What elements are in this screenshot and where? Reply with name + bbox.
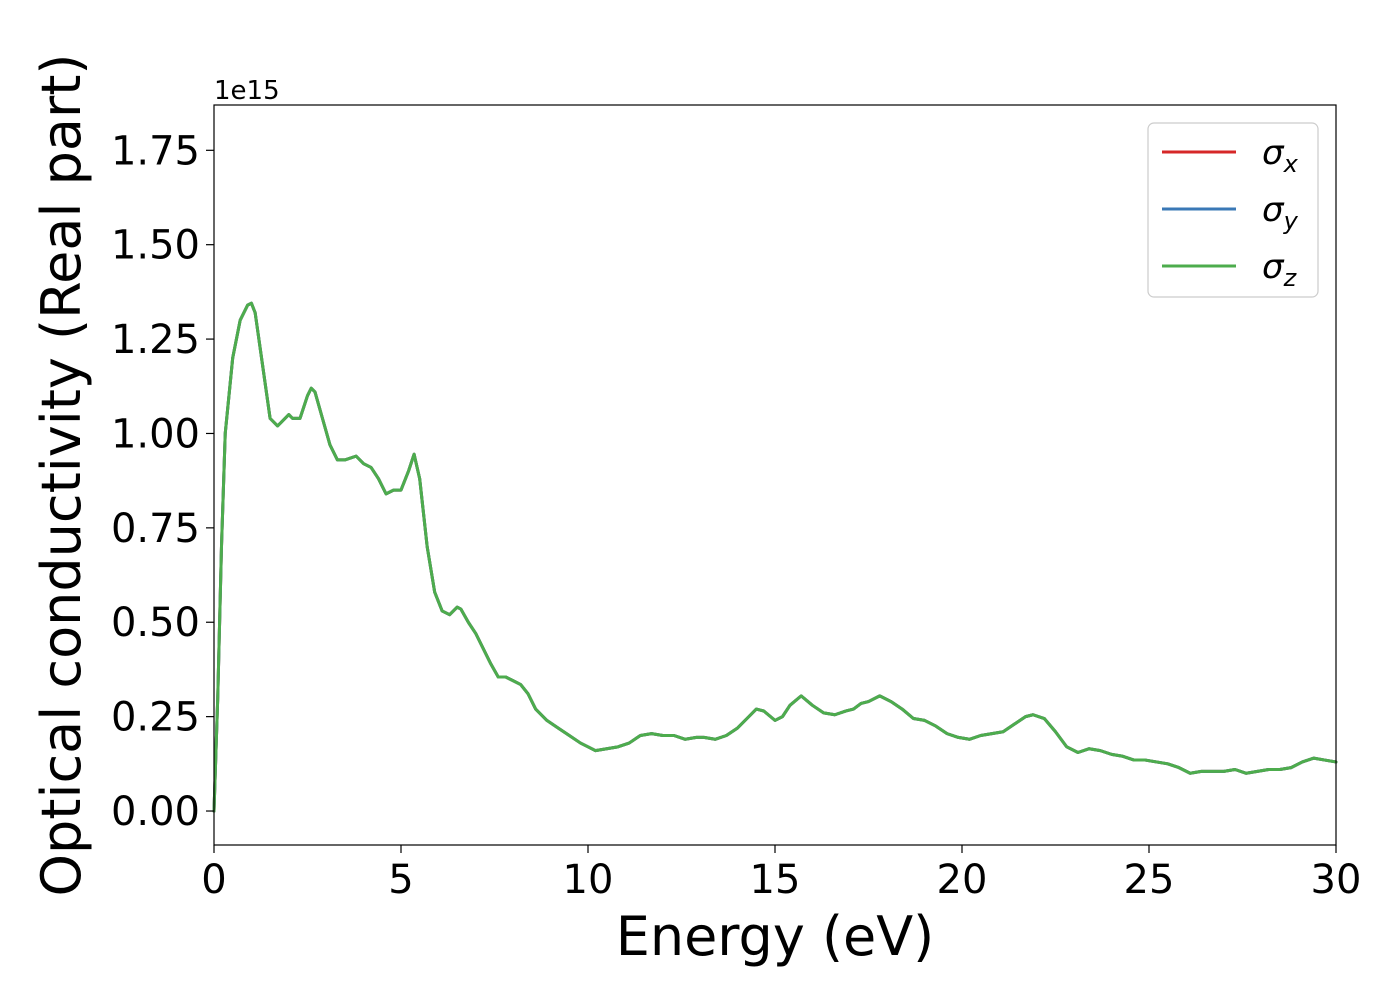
x-tick-label: 5 — [388, 857, 413, 903]
y-tick-label: 1.00 — [111, 411, 200, 457]
y-tick-label: 1.25 — [111, 317, 200, 363]
legend-label-y: σy — [1262, 190, 1299, 235]
y-tick-label: 0.00 — [111, 789, 200, 835]
y-tick-label: 1.75 — [111, 128, 200, 174]
y-offset-label: 1e15 — [214, 76, 280, 106]
legend: σx σy σz — [1147, 122, 1319, 298]
series-line-0 — [212, 301, 1338, 813]
x-tick-label: 10 — [563, 857, 614, 903]
y-tick-label: 1.50 — [111, 223, 200, 269]
y-axis-label: Optical conductivity (Real part) — [30, 54, 93, 897]
x-tick-label: 15 — [750, 857, 801, 903]
legend-label-z: σz — [1262, 247, 1298, 292]
y-tick-label: 0.50 — [111, 600, 200, 646]
x-axis: 0 5 10 15 20 25 30 — [201, 845, 1361, 903]
series-layer — [212, 301, 1338, 813]
y-tick-label: 0.25 — [111, 695, 200, 741]
x-tick-label: 25 — [1124, 857, 1175, 903]
x-tick-label: 30 — [1311, 857, 1362, 903]
legend-label-x: σx — [1262, 133, 1299, 178]
series-line-2 — [212, 301, 1338, 813]
legend-entries: σx σy σz — [1162, 133, 1299, 292]
x-tick-label: 20 — [937, 857, 988, 903]
y-axis: 0.00 0.25 0.50 0.75 1.00 1.25 1.50 1.75 — [111, 128, 214, 835]
y-tick-label: 0.75 — [111, 506, 200, 552]
x-tick-label: 0 — [201, 857, 226, 903]
x-axis-label: Energy (eV) — [616, 905, 935, 968]
series-line-1 — [212, 301, 1338, 813]
